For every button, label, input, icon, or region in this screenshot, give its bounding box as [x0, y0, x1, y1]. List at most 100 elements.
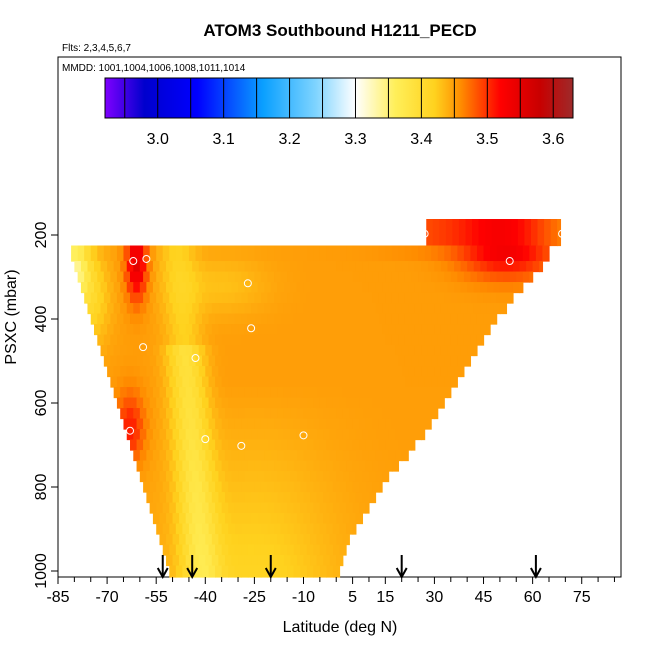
- heatmap-cell: [454, 324, 462, 336]
- heatmap-cell: [385, 355, 393, 367]
- heatmap-cell: [418, 397, 426, 409]
- heatmap-cell: [404, 439, 413, 451]
- heatmap-cell: [313, 502, 321, 514]
- heatmap-cell: [385, 334, 393, 346]
- heatmap-cell: [378, 397, 386, 409]
- heatmap-cell: [188, 292, 197, 304]
- heatmap-cell: [257, 492, 265, 504]
- heatmap-cell: [444, 334, 452, 346]
- heatmap-cell: [254, 502, 262, 514]
- heatmap-cell: [211, 534, 219, 546]
- heatmap-cell: [418, 313, 426, 325]
- heatmap-cell: [169, 481, 177, 493]
- heatmap-cell: [385, 245, 393, 262]
- heatmap-cell: [270, 471, 278, 483]
- heatmap-cell: [254, 418, 262, 430]
- heatmap-cell: [382, 450, 390, 462]
- heatmap-cell: [211, 408, 219, 420]
- heatmap-cell: [332, 460, 341, 472]
- heatmap-cell: [319, 544, 328, 556]
- heatmap-cell: [211, 261, 219, 273]
- heatmap-cell: [202, 271, 210, 283]
- heatmap-cell: [398, 439, 406, 451]
- heatmap-cell: [126, 303, 134, 315]
- heatmap-cell: [166, 345, 174, 357]
- heatmap-cell: [234, 355, 242, 367]
- heatmap-cell: [421, 408, 429, 420]
- heatmap-cell: [365, 418, 373, 430]
- heatmap-cell: [192, 345, 200, 357]
- heatmap-cell: [228, 418, 236, 430]
- heatmap-cell: [382, 261, 390, 273]
- heatmap-cell: [123, 292, 131, 304]
- heatmap-cell: [215, 397, 223, 409]
- heatmap-cell: [323, 366, 331, 378]
- heatmap-cell: [182, 523, 190, 535]
- y-tick-label: 600: [33, 390, 50, 417]
- heatmap-cell: [238, 513, 246, 525]
- heatmap-cell: [202, 460, 210, 472]
- heatmap-cell: [169, 355, 177, 367]
- heatmap-cell: [228, 334, 236, 346]
- heatmap-cell: [277, 345, 285, 357]
- heatmap-cell: [382, 282, 390, 294]
- heatmap-cell: [277, 408, 285, 420]
- heatmap-cell: [179, 450, 187, 462]
- heatmap-cell: [535, 245, 544, 262]
- heatmap-cell: [280, 418, 288, 430]
- heatmap-cell: [313, 544, 321, 556]
- heatmap-cell: [362, 450, 370, 462]
- heatmap-cell: [439, 219, 447, 247]
- heatmap-cell: [401, 429, 409, 441]
- heatmap-cell: [326, 502, 334, 514]
- heatmap-cell: [342, 408, 350, 420]
- heatmap-cell: [260, 376, 269, 388]
- heatmap-cell: [447, 282, 455, 294]
- heatmap-cell: [139, 303, 147, 315]
- heatmap-cell: [221, 481, 229, 493]
- heatmap-cell: [280, 376, 288, 388]
- heatmap-cell: [218, 471, 226, 483]
- heatmap-cell: [188, 502, 197, 514]
- heatmap-cell: [329, 345, 337, 357]
- heatmap-cell: [293, 271, 301, 283]
- heatmap-cell: [251, 555, 259, 567]
- heatmap-cell: [346, 523, 354, 535]
- heatmap-cell: [172, 513, 180, 525]
- heatmap-cell: [372, 418, 380, 430]
- heatmap-cell: [437, 355, 445, 367]
- heatmap-cell: [332, 271, 341, 283]
- heatmap-cell: [231, 450, 239, 462]
- heatmap-cell: [287, 481, 295, 493]
- heatmap-cell: [296, 345, 305, 357]
- heatmap-cell: [323, 261, 331, 273]
- heatmap-cell: [270, 450, 278, 462]
- heatmap-cell: [149, 397, 157, 409]
- heatmap-cell: [188, 245, 197, 262]
- heatmap-cell: [496, 245, 504, 262]
- heatmap-cell: [365, 376, 373, 388]
- heatmap-cell: [401, 303, 409, 315]
- heatmap-cell: [342, 471, 350, 483]
- colorbar-tick-label: 3.1: [213, 131, 235, 148]
- heatmap-cell: [444, 292, 452, 304]
- heatmap-cell: [234, 523, 242, 535]
- heatmap-cell: [287, 460, 295, 472]
- heatmap-cell: [198, 429, 206, 441]
- heatmap-cell: [352, 376, 360, 388]
- heatmap-cell: [277, 324, 285, 336]
- heatmap-cell: [287, 502, 295, 514]
- heatmap-cell: [221, 502, 229, 514]
- heatmap-cell: [80, 261, 89, 273]
- heatmap-cell: [349, 471, 357, 483]
- heatmap-cell: [175, 313, 183, 325]
- heatmap-cell: [149, 460, 157, 472]
- heatmap-cell: [293, 481, 301, 493]
- heatmap-cell: [511, 219, 519, 247]
- heatmap-cell: [97, 292, 105, 304]
- heatmap-cell: [355, 471, 364, 483]
- heatmap-cell: [205, 492, 213, 504]
- heatmap-cell: [277, 555, 285, 567]
- heatmap-cell: [202, 334, 210, 346]
